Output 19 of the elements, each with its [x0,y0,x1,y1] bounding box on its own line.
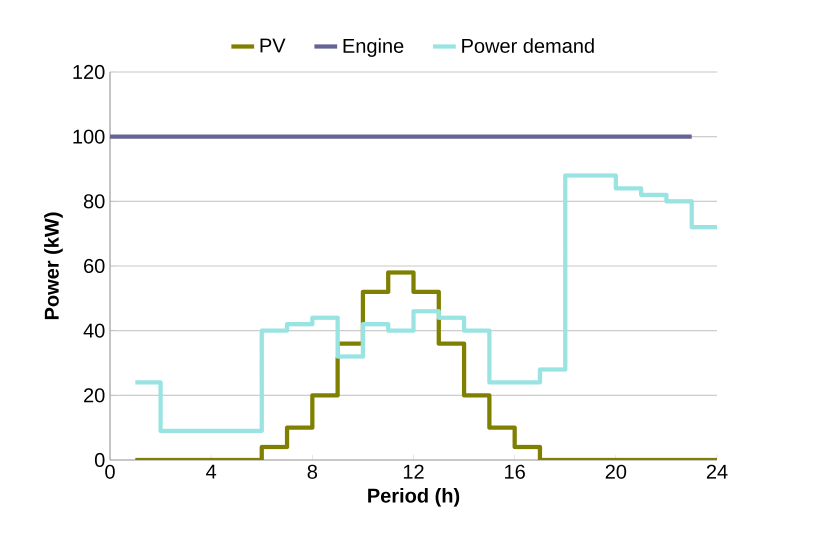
x-tick-label: 4 [206,464,216,478]
legend-label: PV [260,38,286,52]
x-axis-title: Period (h) [368,488,460,507]
y-tick-label: 40 [84,324,104,338]
y-tick-label: 80 [84,194,104,208]
x-tick-label: 24 [706,464,728,479]
y-tick-label: 100 [73,130,104,144]
y-tick-label: 0 [94,452,105,468]
legend-label: Engine [344,38,404,57]
x-tick-label: 0 [105,464,115,479]
legend-label: Power demand [462,38,594,53]
x-tick-label: 20 [606,464,626,479]
y-tick-label: 20 [84,388,104,402]
y-tick-label: 120 [73,64,104,80]
x-tick-label: 12 [404,464,424,479]
x-tick-label: 8 [308,464,318,479]
y-tick-label: 60 [84,258,104,274]
x-tick-label: 16 [505,464,525,479]
y-axis-title: Power (kW) [44,212,63,320]
